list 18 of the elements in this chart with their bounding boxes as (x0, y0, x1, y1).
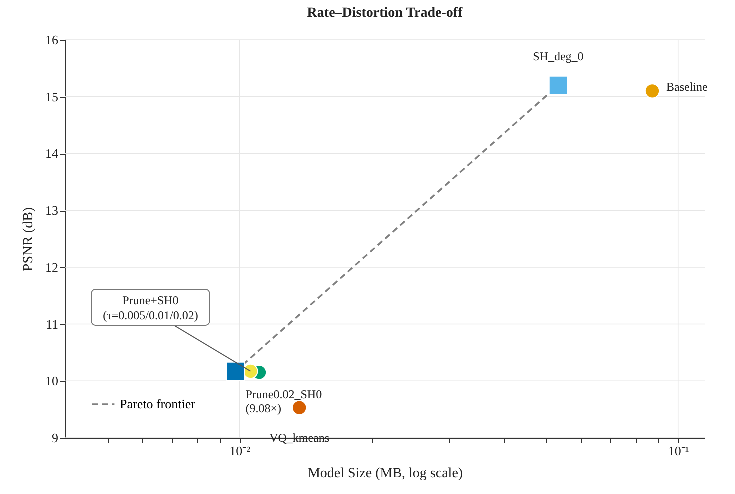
series-label: SH_deg_0 (533, 49, 584, 64)
annotation: Prune+SH0 (τ=0.005/0.01/0.02) (103, 293, 198, 322)
x-axis-title: Model Size (MB, log scale) (308, 466, 464, 482)
x-tick-label: 10⁻² (230, 444, 251, 458)
y-tick-label: 10 (46, 374, 58, 389)
y-tick-label: 14 (46, 146, 59, 162)
x-tick-label: 10⁻¹ (668, 444, 690, 458)
y-tick-label: 12 (46, 260, 58, 275)
chart-title: Rate–Distortion Trade-off (307, 6, 464, 21)
y-tick-label: 16 (46, 32, 59, 48)
series-label: Baseline (666, 80, 708, 94)
series-label: Prune0.02_SH0 (9.08×) (246, 387, 322, 416)
legend-label: Pareto frontier (120, 396, 196, 412)
y-tick-label: 13 (46, 203, 58, 218)
y-tick-label: 9 (52, 430, 58, 446)
y-tick-label: 15 (46, 89, 58, 104)
y-tick-label: 11 (46, 316, 58, 332)
y-axis-title: PSNR (dB) (22, 207, 36, 272)
